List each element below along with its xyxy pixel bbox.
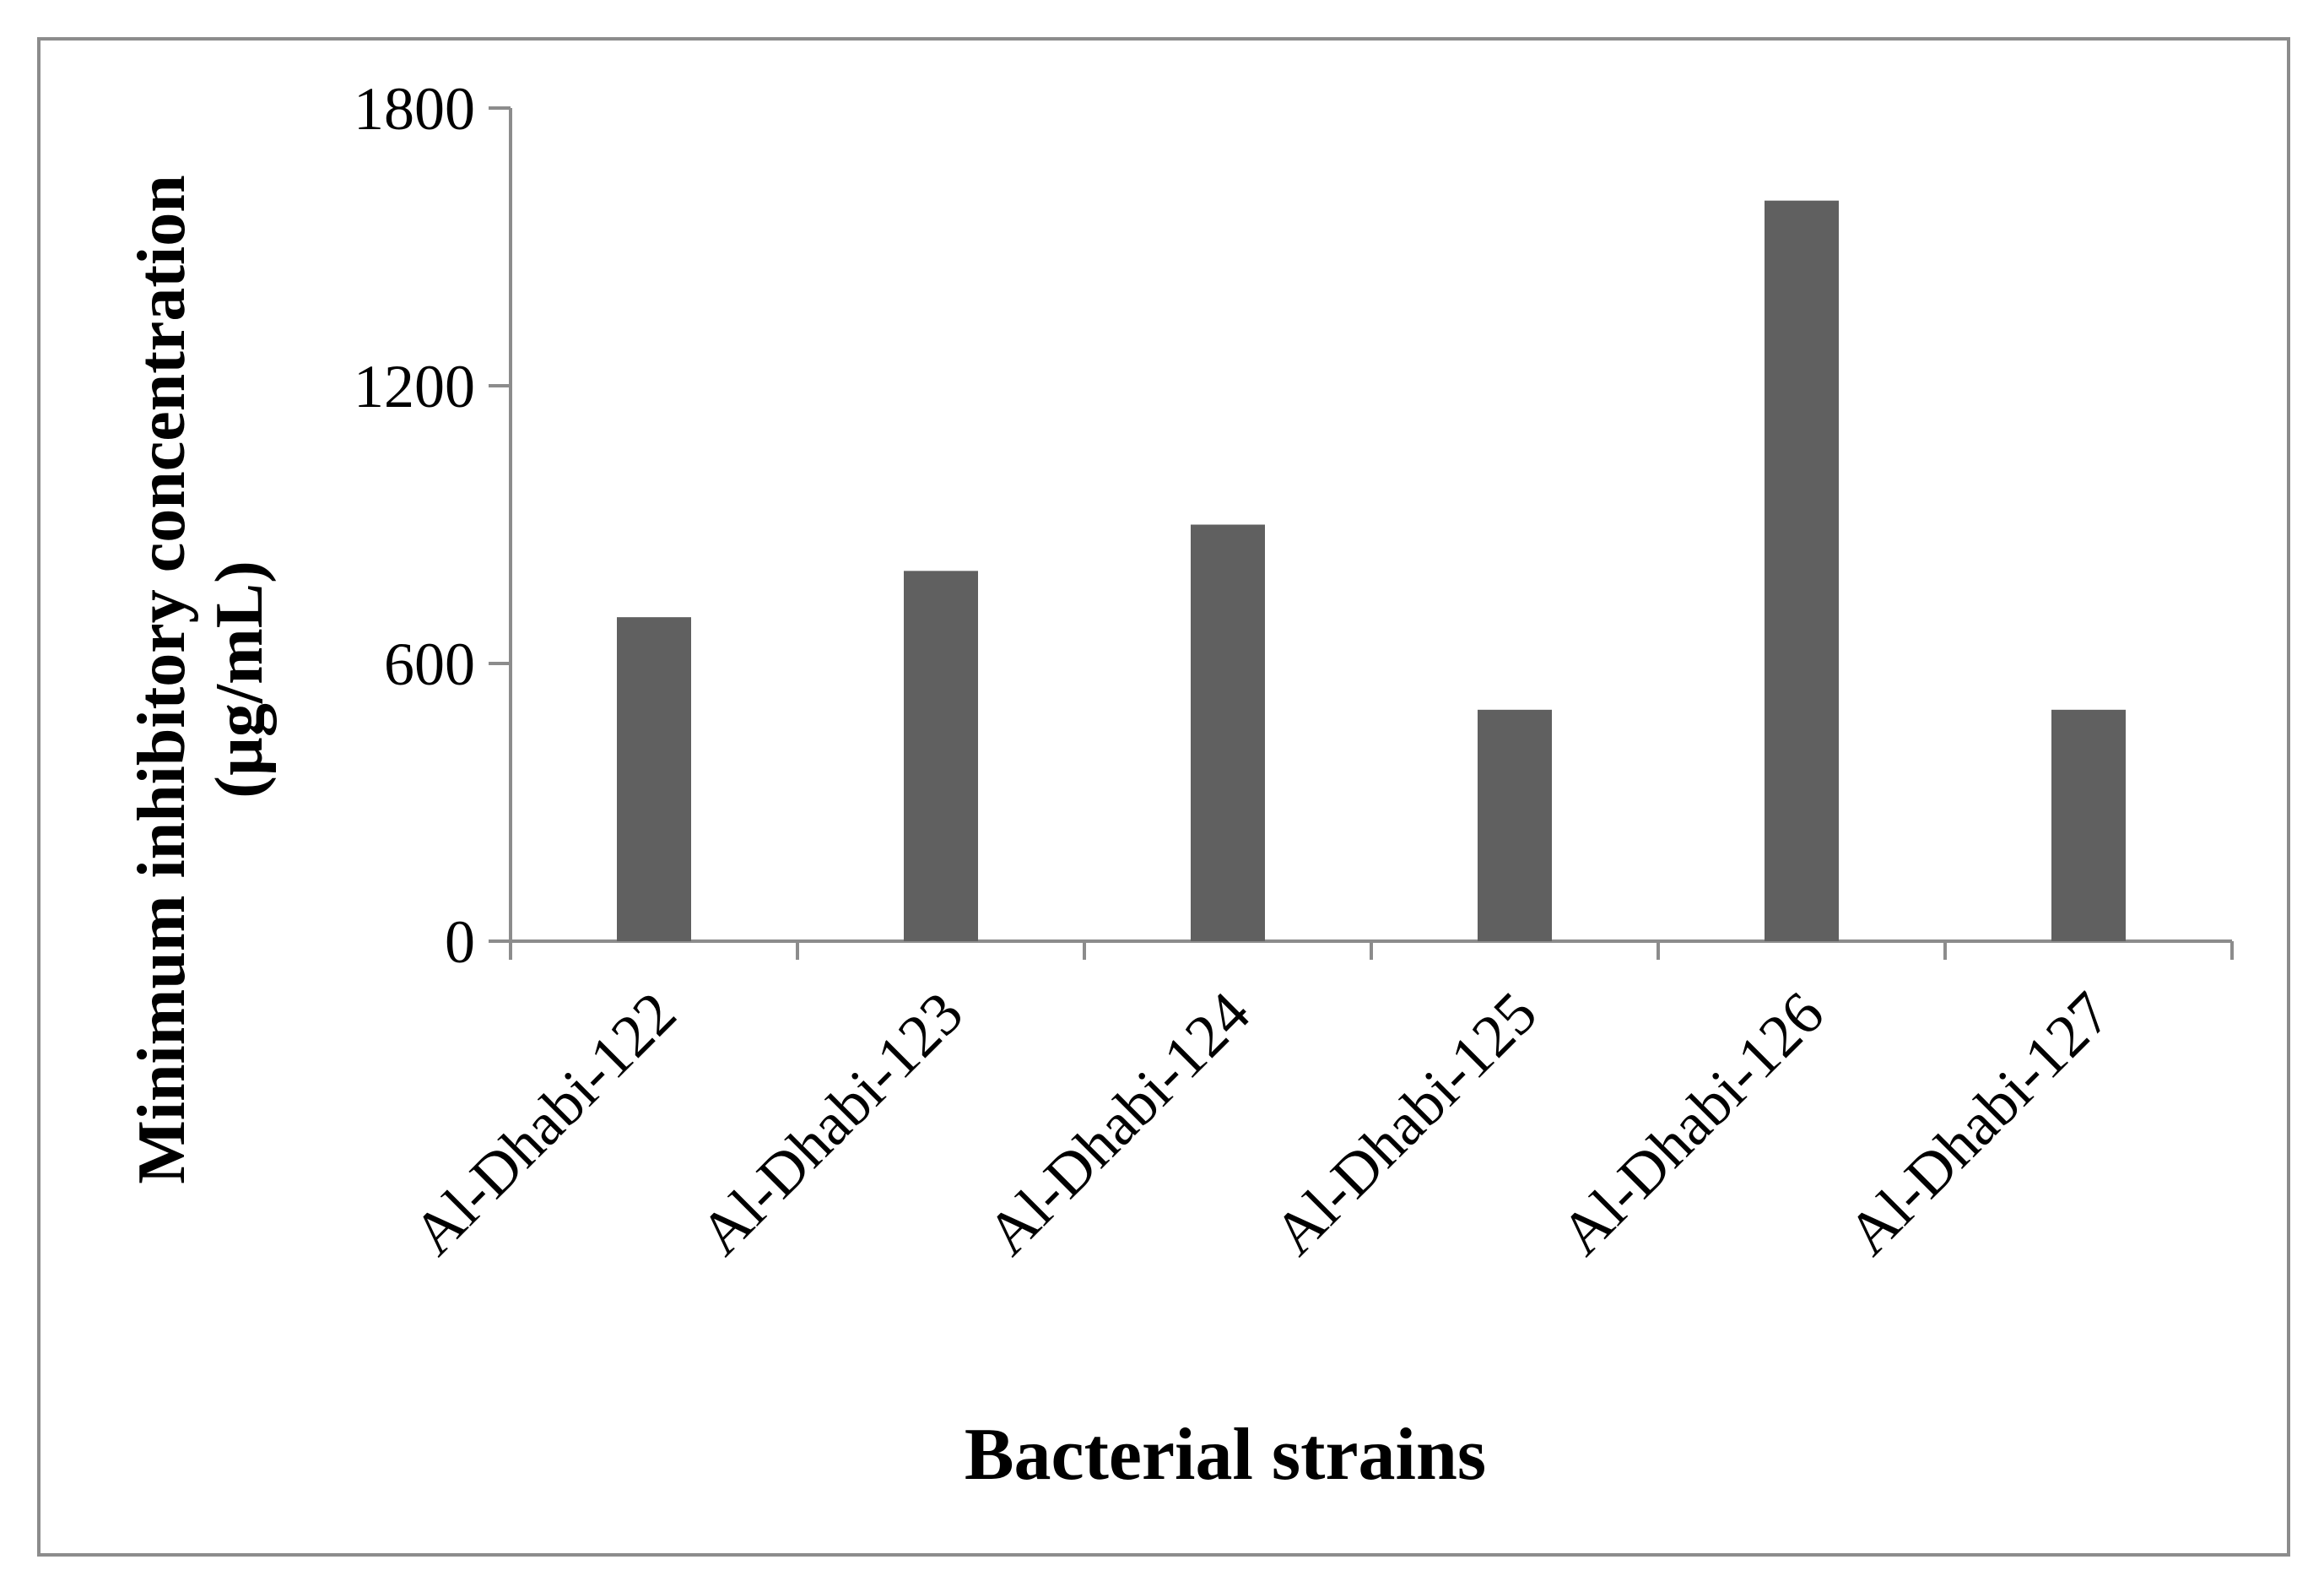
y-tick-label: 0 <box>445 908 475 976</box>
bar <box>2051 709 2126 941</box>
x-category-label: Al-Dhabi-124 <box>974 979 1262 1268</box>
x-category-label: Al-Dhabi-122 <box>400 979 689 1268</box>
bars <box>617 200 2126 941</box>
bar <box>1765 200 1839 941</box>
y-tick-labels: 0 600 1200 1800 <box>354 75 475 976</box>
chart-frame <box>37 37 2290 1557</box>
y-tick-label: 600 <box>384 631 475 698</box>
axes <box>489 106 2234 960</box>
x-category-label: Al-Dhabi-127 <box>1835 979 2123 1268</box>
y-axis-title-line1: Minimum inhibitory concentration <box>125 175 199 1184</box>
x-category-label: Al-Dhabi-123 <box>687 979 976 1268</box>
bar <box>1191 524 1265 941</box>
bar <box>1478 709 1552 941</box>
y-axis-title: Minimum inhibitory concentration (µg/mL) <box>125 175 277 1184</box>
y-tick-label: 1800 <box>354 75 475 143</box>
x-category-label: Al-Dhabi-126 <box>1548 979 1836 1268</box>
y-axis-title-line2: (µg/mL) <box>203 560 277 799</box>
y-tick-label: 1200 <box>354 353 475 420</box>
x-axis-title: Bacterial strains <box>965 1414 1486 1496</box>
bar <box>617 617 691 941</box>
x-category-labels: Al-Dhabi-122Al-Dhabi-123Al-Dhabi-124Al-D… <box>400 979 2123 1268</box>
x-category-label: Al-Dhabi-125 <box>1261 979 1549 1268</box>
bar <box>904 571 978 941</box>
